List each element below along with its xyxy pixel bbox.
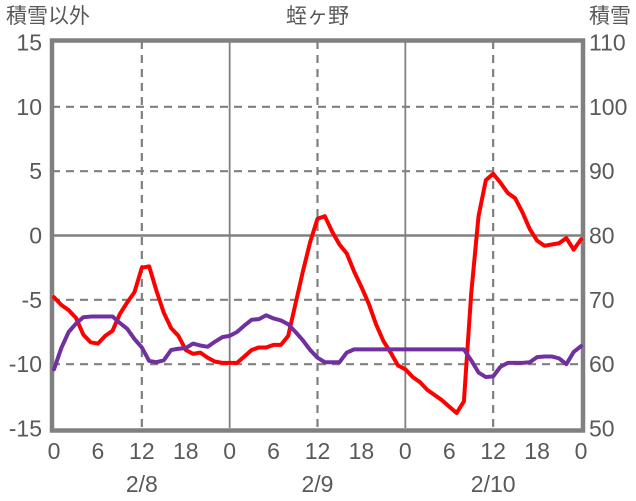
left-axis-title: 積雪以外	[6, 5, 90, 28]
right-axis-title: 積雪	[589, 5, 631, 28]
x-axis-hour-label: 6	[443, 438, 456, 464]
x-axis-hour-label: 12	[305, 438, 331, 464]
x-axis-hour-label: 0	[223, 438, 236, 464]
right-axis-tick-label: 70	[589, 287, 615, 313]
chart-title: 蛭ヶ野	[286, 5, 349, 28]
right-axis-tick-label: 80	[589, 223, 615, 249]
red-line	[52, 171, 583, 416]
left-axis-tick-label: 5	[29, 158, 42, 184]
left-axis-tick-label: 15	[16, 30, 42, 56]
x-axis-hour-label: 12	[480, 438, 506, 464]
left-axis-tick-label: -15	[9, 416, 42, 442]
x-axis-date-label: 2/9	[302, 471, 334, 497]
x-axis-hour-label: 6	[92, 438, 105, 464]
x-axis-date-label: 2/8	[126, 471, 158, 497]
x-axis-hour-label: 6	[267, 438, 280, 464]
x-axis-hour-label: 18	[173, 438, 199, 464]
right-axis-tick-label: 110	[589, 30, 626, 56]
x-axis-hour-label: 0	[575, 438, 588, 464]
left-axis-tick-label: 10	[16, 94, 42, 120]
left-axis-tick-label: 0	[29, 223, 42, 249]
x-axis-hour-label: 18	[349, 438, 375, 464]
right-axis-tick-label: 90	[589, 158, 615, 184]
left-axis-tick-label: -5	[22, 287, 42, 313]
purple-line	[52, 313, 583, 380]
right-axis-tick-label: 60	[589, 351, 615, 377]
x-axis-date-label: 2/10	[471, 471, 516, 497]
x-axis-hour-label: 0	[399, 438, 412, 464]
right-axis-tick-label: 50	[589, 416, 615, 442]
left-axis-tick-label: -10	[9, 351, 42, 377]
x-axis-hour-label: 12	[129, 438, 155, 464]
right-axis-tick-label: 100	[589, 94, 627, 120]
x-axis-hour-label: 18	[524, 438, 550, 464]
x-axis-hour-label: 0	[48, 438, 61, 464]
plot-frame	[49, 38, 586, 433]
